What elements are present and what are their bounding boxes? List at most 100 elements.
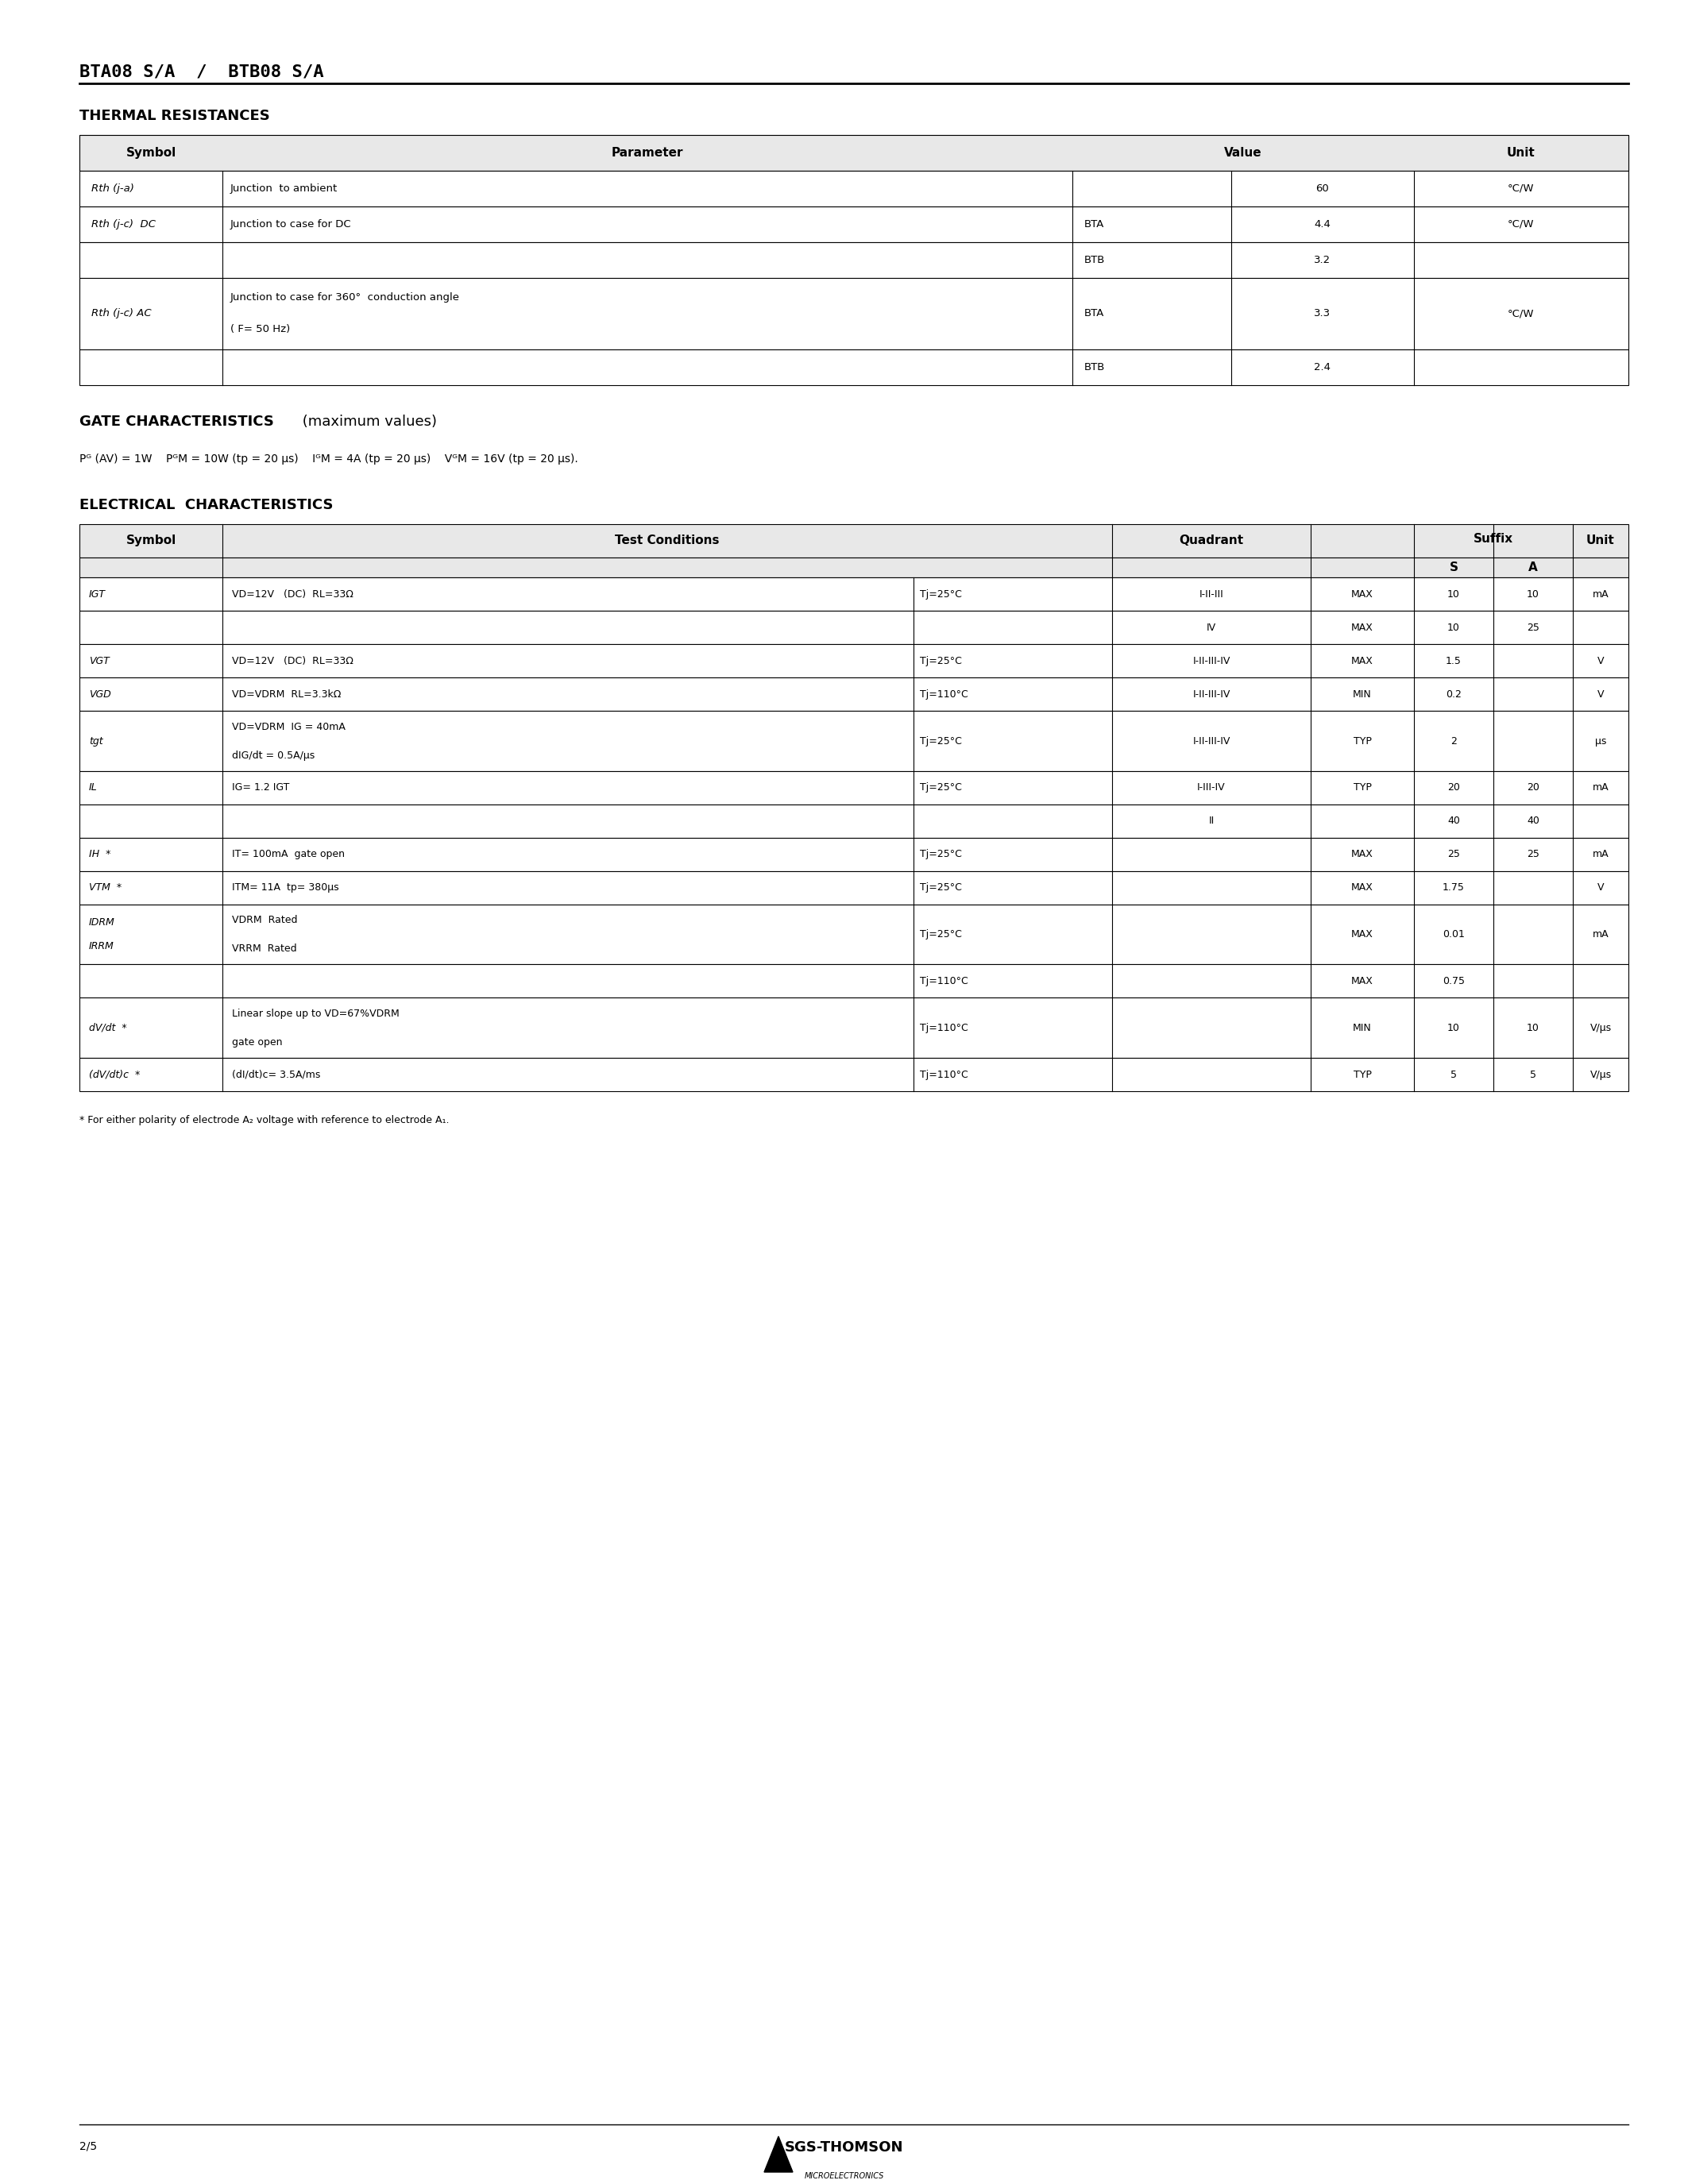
Text: MAX: MAX [1350, 882, 1374, 893]
Text: dV/dt  *: dV/dt * [89, 1022, 127, 1033]
Text: IT= 100mA  gate open: IT= 100mA gate open [231, 850, 344, 860]
Text: I-II-III-IV: I-II-III-IV [1192, 690, 1231, 699]
Text: Pᴳ (AV) = 1W    PᴳM = 10W (tp = 20 μs)    IᴳM = 4A (tp = 20 μs)    VᴳM = 16V (tp: Pᴳ (AV) = 1W PᴳM = 10W (tp = 20 μs) IᴳM … [79, 454, 577, 465]
Text: 25: 25 [1526, 622, 1539, 633]
Bar [79, 871, 1629, 904]
Text: Tj=25°C: Tj=25°C [920, 782, 962, 793]
Text: Unit: Unit [1587, 535, 1615, 546]
Text: 1.5: 1.5 [1445, 655, 1462, 666]
Text: BTB: BTB [1084, 363, 1106, 373]
Bar [79, 965, 1629, 998]
Text: Tj=110°C: Tj=110°C [920, 976, 969, 987]
Text: 10: 10 [1447, 622, 1460, 633]
Text: MAX: MAX [1350, 590, 1374, 598]
Bar [79, 277, 1629, 349]
Text: V: V [1597, 882, 1604, 893]
Bar [79, 712, 1629, 771]
Text: 2/5: 2/5 [79, 2140, 96, 2151]
Text: 25: 25 [1526, 850, 1539, 860]
Text: 20: 20 [1447, 782, 1460, 793]
Text: μs: μs [1595, 736, 1607, 747]
Text: VD=12V   (DC)  RL=33Ω: VD=12V (DC) RL=33Ω [231, 590, 353, 598]
Text: 40: 40 [1447, 817, 1460, 826]
Bar [79, 771, 1629, 804]
Text: MAX: MAX [1350, 850, 1374, 860]
Text: tgt: tgt [89, 736, 103, 747]
Bar [79, 839, 1629, 871]
Text: VDRM  Rated: VDRM Rated [231, 915, 297, 926]
Text: TYP: TYP [1354, 782, 1371, 793]
Text: 0.01: 0.01 [1443, 928, 1465, 939]
Text: THERMAL RESISTANCES: THERMAL RESISTANCES [79, 109, 270, 122]
Text: VD=VDRM  IG = 40mA: VD=VDRM IG = 40mA [231, 721, 346, 732]
Text: VD=VDRM  RL=3.3kΩ: VD=VDRM RL=3.3kΩ [231, 690, 341, 699]
Text: mA: mA [1592, 590, 1609, 598]
Text: (dI/dt)c= 3.5A/ms: (dI/dt)c= 3.5A/ms [231, 1070, 321, 1079]
Text: 0.75: 0.75 [1443, 976, 1465, 987]
Text: BTA: BTA [1084, 218, 1104, 229]
Bar [79, 557, 1629, 577]
Text: A: A [1528, 561, 1538, 574]
Text: 60: 60 [1317, 183, 1328, 194]
Text: Tj=25°C: Tj=25°C [920, 882, 962, 893]
Text: Junction to case for DC: Junction to case for DC [230, 218, 351, 229]
Text: I-III-IV: I-III-IV [1197, 782, 1225, 793]
Bar [79, 135, 1629, 170]
Text: ( F= 50 Hz): ( F= 50 Hz) [230, 325, 290, 334]
Text: Unit: Unit [1507, 146, 1536, 159]
Text: Rth (j-a): Rth (j-a) [91, 183, 133, 194]
Text: Tj=110°C: Tj=110°C [920, 1070, 969, 1079]
Text: mA: mA [1592, 782, 1609, 793]
Text: 3.2: 3.2 [1315, 256, 1330, 264]
Text: V/μs: V/μs [1590, 1070, 1612, 1079]
Text: 0.2: 0.2 [1445, 690, 1462, 699]
Text: IG= 1.2 IGT: IG= 1.2 IGT [231, 782, 289, 793]
Text: 10: 10 [1447, 590, 1460, 598]
Text: I-II-III-IV: I-II-III-IV [1192, 736, 1231, 747]
Text: ELECTRICAL  CHARACTERISTICS: ELECTRICAL CHARACTERISTICS [79, 498, 333, 513]
Text: IGT: IGT [89, 590, 106, 598]
Bar [79, 1057, 1629, 1092]
Text: 10: 10 [1526, 1022, 1539, 1033]
Text: Test Conditions: Test Conditions [614, 535, 719, 546]
Text: V: V [1597, 655, 1604, 666]
Bar [79, 677, 1629, 712]
Text: MICROELECTRONICS: MICROELECTRONICS [803, 2173, 885, 2180]
Bar [79, 524, 1629, 557]
Text: mA: mA [1592, 928, 1609, 939]
Text: Rth (j-c)  DC: Rth (j-c) DC [91, 218, 155, 229]
Text: MAX: MAX [1350, 655, 1374, 666]
Bar [79, 644, 1629, 677]
Text: MIN: MIN [1352, 690, 1372, 699]
Bar [79, 904, 1629, 965]
Text: IL: IL [89, 782, 98, 793]
Text: I-II-III: I-II-III [1198, 590, 1224, 598]
Text: IV: IV [1207, 622, 1215, 633]
Text: °C/W: °C/W [1507, 183, 1534, 194]
Text: 5: 5 [1529, 1070, 1536, 1079]
Text: TYP: TYP [1354, 1070, 1371, 1079]
Text: 1.75: 1.75 [1443, 882, 1465, 893]
Text: Tj=25°C: Tj=25°C [920, 655, 962, 666]
Text: MAX: MAX [1350, 622, 1374, 633]
Text: gate open: gate open [231, 1037, 282, 1048]
Bar [79, 577, 1629, 612]
Text: 2.4: 2.4 [1315, 363, 1330, 373]
Text: 3.3: 3.3 [1315, 308, 1330, 319]
Text: * For either polarity of electrode A₂ voltage with reference to electrode A₁.: * For either polarity of electrode A₂ vo… [79, 1116, 449, 1125]
Text: 25: 25 [1447, 850, 1460, 860]
Text: TYP: TYP [1354, 736, 1371, 747]
Text: BTA: BTA [1084, 308, 1104, 319]
Text: Linear slope up to VD=67%VDRM: Linear slope up to VD=67%VDRM [231, 1009, 400, 1018]
Text: VRRM  Rated: VRRM Rated [231, 943, 297, 954]
Text: MAX: MAX [1350, 928, 1374, 939]
Text: BTA08 S/A  /  BTB08 S/A: BTA08 S/A / BTB08 S/A [79, 63, 324, 79]
Text: °C/W: °C/W [1507, 218, 1534, 229]
Text: ITM= 11A  tp= 380μs: ITM= 11A tp= 380μs [231, 882, 339, 893]
Text: VD=12V   (DC)  RL=33Ω: VD=12V (DC) RL=33Ω [231, 655, 353, 666]
Text: GATE CHARACTERISTICS: GATE CHARACTERISTICS [79, 415, 273, 428]
Text: VGT: VGT [89, 655, 110, 666]
Text: I-II-III-IV: I-II-III-IV [1192, 655, 1231, 666]
Text: 2: 2 [1450, 736, 1457, 747]
Text: Symbol: Symbol [127, 535, 176, 546]
